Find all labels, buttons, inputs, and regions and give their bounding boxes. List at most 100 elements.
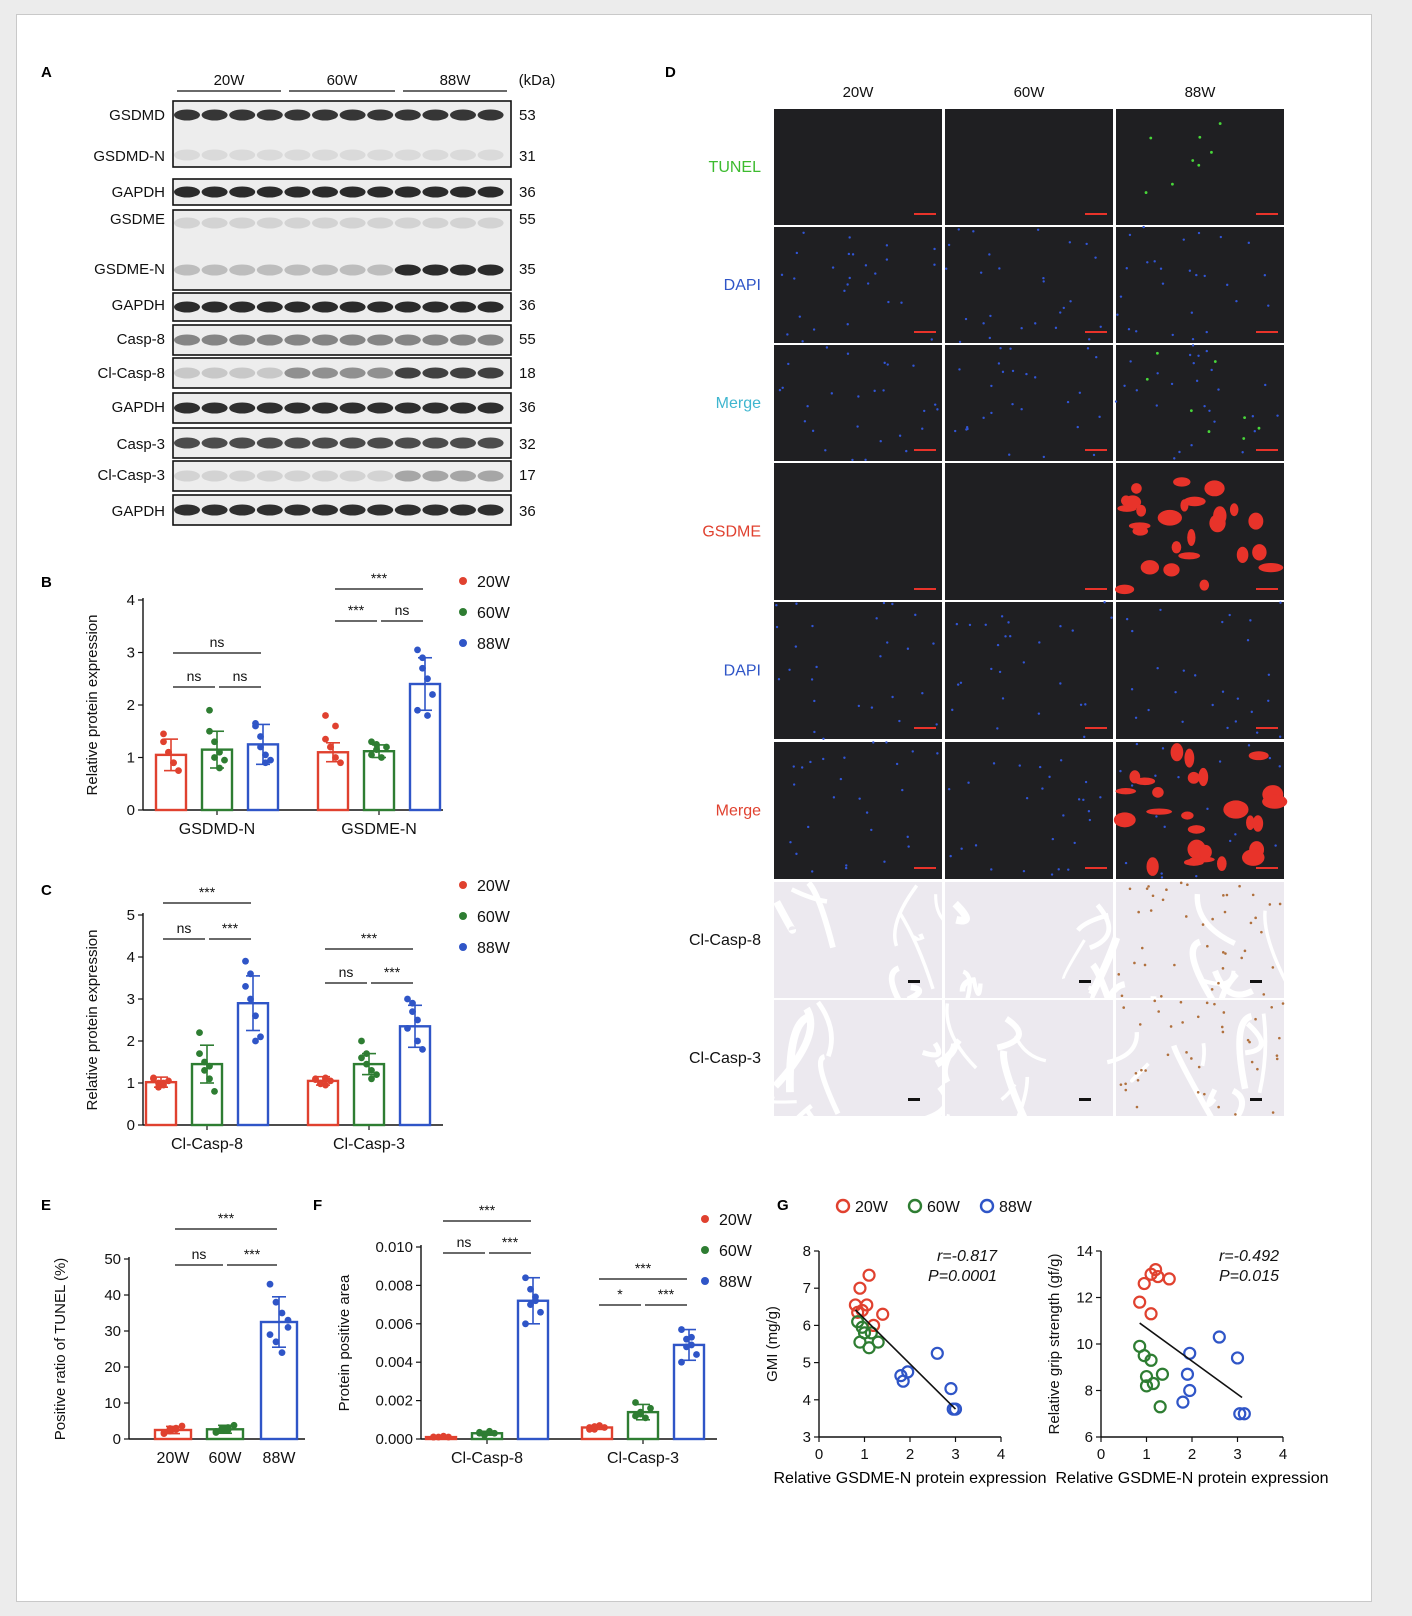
scatter-point <box>1146 1376 1160 1391</box>
nucleus-dot <box>1163 825 1166 829</box>
nucleus-dot <box>1020 326 1023 330</box>
nucleus-dot <box>830 392 834 395</box>
scale-bar <box>1256 588 1278 590</box>
nucleus-dot <box>794 645 798 648</box>
scale-bar <box>1256 727 1278 729</box>
regression-line <box>1139 1322 1243 1399</box>
ihc-stain <box>1190 1057 1193 1060</box>
nucleus-dot <box>1033 376 1037 379</box>
blot-band <box>422 402 449 414</box>
gsdme-signal <box>1242 849 1265 866</box>
nucleus-dot <box>1205 330 1208 334</box>
blot-band <box>339 149 366 161</box>
nucleus-dot <box>935 723 938 726</box>
data-point <box>230 1421 238 1429</box>
x-tick-label: 3 <box>1233 1446 1241 1463</box>
micro-tile <box>774 463 942 600</box>
blot-band <box>394 217 421 229</box>
panel-letter-b: B <box>41 574 52 591</box>
nucleus-dot <box>932 642 935 645</box>
data-point <box>218 1424 226 1432</box>
tissue-gap <box>1194 893 1236 946</box>
gsdme-signal <box>1152 787 1164 798</box>
y-tick-label: 20 <box>104 1359 121 1376</box>
blot-band <box>284 217 311 229</box>
nucleus-dot <box>781 386 784 390</box>
blot-band <box>339 334 366 346</box>
tissue-gap <box>1088 936 1121 997</box>
data-point <box>262 751 269 759</box>
data-point <box>327 1077 334 1085</box>
y-tick-label: 2 <box>127 697 135 714</box>
micro-row-label: DAPI <box>724 663 761 680</box>
data-point <box>591 1423 598 1430</box>
nucleus-dot <box>1094 256 1097 259</box>
scatter-point <box>946 1402 960 1416</box>
nucleus-dot <box>1119 295 1123 298</box>
nucleus-dot <box>1203 274 1206 278</box>
nucleus-dot <box>809 760 812 764</box>
blot-band <box>367 437 394 449</box>
scale-bar <box>1085 213 1107 215</box>
blot-band <box>367 149 394 161</box>
nucleus-dot <box>857 395 860 398</box>
data-point <box>266 1280 274 1288</box>
blot-band <box>312 186 338 198</box>
tissue-gap <box>1244 1021 1264 1056</box>
scatter-point <box>855 1320 869 1334</box>
data-point <box>414 1037 421 1045</box>
chart-b: 0 1 2 3 4 Relative protein expression GSDMD-N G… <box>84 570 511 838</box>
nucleus-dot <box>1159 267 1163 270</box>
data-point <box>278 1309 286 1317</box>
ihc-stain <box>1270 1006 1273 1009</box>
blot-band <box>339 437 366 449</box>
scatter-point <box>1144 1353 1158 1367</box>
data-point <box>332 722 339 730</box>
blot-band <box>174 334 200 346</box>
nucleus-dot <box>839 777 843 781</box>
legend-label: 88W <box>999 1199 1033 1216</box>
scatter-point <box>896 1374 910 1388</box>
blot-band <box>367 217 394 229</box>
ihc-stain <box>1196 1091 1200 1094</box>
blot-band <box>229 217 256 229</box>
tissue-gap <box>945 1003 978 1070</box>
blot-band <box>174 504 200 516</box>
scale-bar <box>914 449 936 451</box>
nucleus-dot <box>1210 368 1213 372</box>
scatter-point <box>1153 1400 1167 1414</box>
blot-band <box>450 109 476 121</box>
nucleus-dot <box>989 314 992 318</box>
data-point <box>242 957 249 965</box>
blot-band <box>450 334 476 346</box>
sig-label: ns <box>210 634 225 650</box>
regression-line <box>854 1309 957 1410</box>
legend-label: 20W <box>477 574 511 591</box>
blot-band <box>367 301 394 313</box>
nucleus-dot <box>788 668 791 671</box>
sig-label: *** <box>222 920 239 936</box>
nucleus-dot <box>1025 372 1028 376</box>
nucleus-dot <box>1195 874 1198 878</box>
group-header: 88W <box>440 72 472 89</box>
nucleus-dot <box>933 403 937 406</box>
nucleus-dot <box>1221 690 1225 693</box>
legend-marker <box>459 943 467 951</box>
nucleus-dot <box>874 272 877 275</box>
ihc-stain <box>1251 893 1255 897</box>
y-tick-label: 6 <box>803 1317 811 1334</box>
y-tick-label: 6 <box>1085 1429 1093 1446</box>
blot-band <box>367 109 394 121</box>
x-tick-label: 3 <box>951 1446 959 1463</box>
data-point <box>678 1326 685 1333</box>
blot-band <box>174 437 200 449</box>
blot-band <box>394 437 421 449</box>
scatter-point <box>1148 1262 1163 1277</box>
blot-band <box>339 109 366 121</box>
ihc-stain <box>1181 1021 1184 1024</box>
ihc-stain <box>1140 946 1144 950</box>
nucleus-dot <box>990 868 993 871</box>
nucleus-dot <box>870 828 873 832</box>
data-point <box>178 1422 186 1430</box>
sig-label: *** <box>199 884 216 900</box>
